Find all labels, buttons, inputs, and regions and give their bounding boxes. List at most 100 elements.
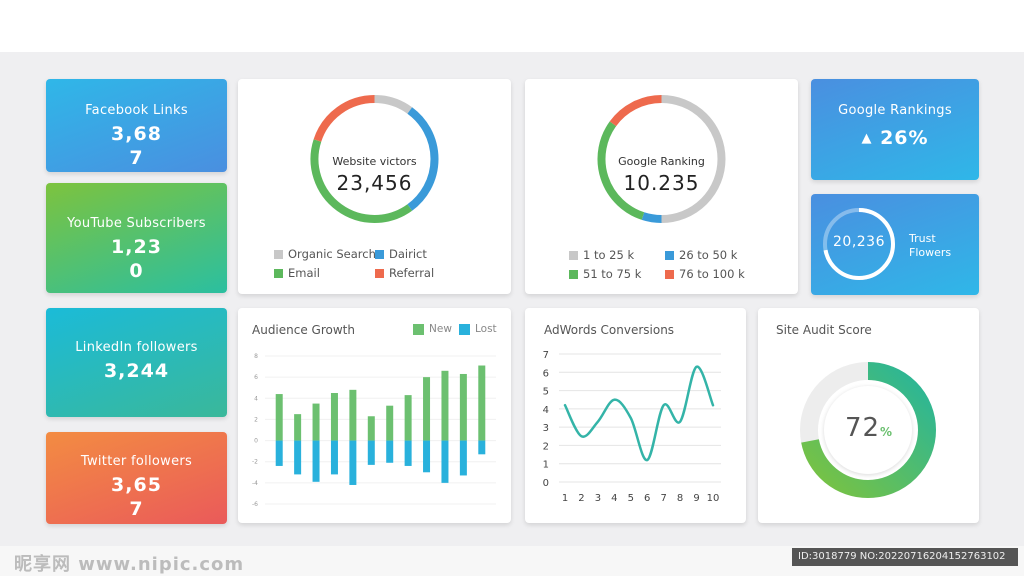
legend-swatch bbox=[665, 250, 674, 260]
x-tick-label: 8 bbox=[677, 493, 683, 504]
youtube-subscribers-value: 1,230 bbox=[111, 236, 162, 282]
youtube-subscribers-card[interactable]: YouTube Subscribers 1,230 bbox=[46, 183, 227, 293]
watermark-logo: 昵享网 www.nipic.com bbox=[14, 554, 245, 575]
x-tick-label: 2 bbox=[578, 493, 584, 504]
website-visitors-donut bbox=[310, 95, 439, 223]
legend-organic-search: Organic Search bbox=[274, 247, 376, 261]
twitter-followers-value: 3,657 bbox=[111, 474, 162, 520]
x-tick-label: 5 bbox=[628, 493, 634, 504]
site-audit-value: 72 bbox=[844, 413, 881, 443]
bar-lost bbox=[459, 440, 467, 476]
bar-lost bbox=[367, 440, 375, 465]
site-audit-gauge bbox=[800, 362, 936, 498]
bar-lost bbox=[275, 440, 283, 466]
donut-segment bbox=[374, 95, 413, 114]
site-audit-unit: % bbox=[880, 425, 893, 439]
y-tick-label: 0 bbox=[543, 478, 549, 489]
legend-swatch bbox=[274, 268, 283, 278]
y-tick-label: 1 bbox=[543, 460, 549, 471]
legend-email: Email bbox=[274, 266, 320, 280]
bar-lost bbox=[312, 440, 320, 482]
site-audit-score-card[interactable]: Site Audit Score 72% bbox=[758, 308, 979, 523]
bar-new bbox=[386, 405, 394, 441]
legend-swatch bbox=[459, 323, 470, 335]
y-tick-label: 5 bbox=[543, 387, 549, 398]
bar-new bbox=[312, 403, 320, 441]
donut-segment bbox=[661, 95, 726, 223]
y-tick-label: 8 bbox=[254, 353, 258, 360]
bar-new bbox=[330, 393, 338, 441]
conversions-line bbox=[563, 365, 715, 462]
x-tick-label: 3 bbox=[595, 493, 601, 504]
legend-swatch bbox=[375, 268, 384, 278]
bar-new bbox=[404, 395, 412, 441]
twitter-followers-card[interactable]: Twitter followers 3,657 bbox=[46, 432, 227, 524]
legend-swatch bbox=[665, 269, 674, 279]
site-audit-value-row: 72% bbox=[758, 413, 979, 443]
adwords-conversions-card[interactable]: AdWords Conversions 7 6 5 4 3 2 1 0 1 2 3 4 5 6 7 8 9 10 bbox=[525, 308, 746, 523]
x-tick-label: 10 bbox=[707, 493, 720, 504]
website-visitors-title: Website victors bbox=[332, 155, 417, 168]
trust-label-1: Trust bbox=[909, 232, 936, 245]
trust-label-2: Flowers bbox=[909, 246, 952, 259]
bar-lost bbox=[294, 440, 302, 475]
twitter-followers-label: Twitter followers bbox=[80, 454, 193, 469]
donut-segment bbox=[310, 139, 413, 223]
trust-value: 20,236 bbox=[833, 234, 885, 250]
legend-swatch bbox=[569, 269, 578, 279]
donut-segment bbox=[313, 95, 375, 142]
bar-lost bbox=[386, 440, 394, 463]
bar-new bbox=[478, 365, 486, 441]
y-tick-label: -6 bbox=[252, 501, 258, 508]
bar-lost bbox=[330, 440, 338, 475]
linkedin-followers-label: LinkedIn followers bbox=[75, 340, 198, 355]
legend-26-to-50k: 26 to 50 k bbox=[665, 248, 737, 262]
google-rankings-card[interactable]: Google Rankings ▲ 26% bbox=[811, 79, 979, 180]
bar-new bbox=[459, 373, 467, 441]
website-visitors-segments bbox=[310, 95, 439, 223]
bar-new bbox=[441, 370, 449, 441]
donut-segment bbox=[641, 212, 662, 223]
donut-segment bbox=[597, 121, 645, 220]
bar-new bbox=[275, 394, 283, 441]
legend-new: New bbox=[413, 323, 452, 335]
bar-new bbox=[349, 389, 357, 441]
google-ranking-donut bbox=[597, 95, 726, 223]
website-visitors-card[interactable]: Website victors 23,456 Organic Search Da… bbox=[238, 79, 511, 294]
google-ranking-card[interactable]: Google Ranking 10.235 1 to 25 k 26 to 50… bbox=[525, 79, 798, 294]
facebook-links-card[interactable]: Facebook Links 3,687 bbox=[46, 79, 227, 172]
y-tick-label: 2 bbox=[543, 441, 549, 452]
donut-segment bbox=[407, 107, 439, 211]
audience-growth-card[interactable]: Audience Growth New Lost 8 6 4 2 0 -2 -4 -6 bbox=[238, 308, 511, 523]
google-rankings-label: Google Rankings bbox=[838, 103, 952, 118]
google-rankings-value: 26% bbox=[880, 127, 929, 149]
audit-ring-progress bbox=[800, 362, 936, 498]
bar-lost bbox=[478, 440, 486, 455]
bar-lost bbox=[349, 440, 357, 485]
x-tick-label: 7 bbox=[660, 493, 666, 504]
audience-growth-title: Audience Growth bbox=[252, 323, 355, 337]
google-ranking-value: 10.235 bbox=[623, 171, 700, 195]
y-tick-label: 4 bbox=[543, 405, 549, 416]
y-tick-label: 7 bbox=[543, 350, 549, 361]
legend-swatch bbox=[375, 249, 384, 259]
bar-new bbox=[367, 416, 375, 441]
trust-flowers-card[interactable]: 20,236 Trust Flowers bbox=[811, 194, 979, 295]
legend-1-to-25k: 1 to 25 k bbox=[569, 248, 634, 262]
legend-51-to-75k: 51 to 75 k bbox=[569, 267, 641, 281]
y-tick-label: 4 bbox=[254, 395, 258, 402]
legend-referral: Referral bbox=[375, 266, 434, 280]
legend-dairict: Dairict bbox=[375, 247, 427, 261]
youtube-subscribers-label: YouTube Subscribers bbox=[67, 216, 206, 231]
audit-ring-center bbox=[824, 386, 912, 474]
legend-swatch bbox=[569, 250, 578, 260]
linkedin-followers-card[interactable]: LinkedIn followers 3,244 bbox=[46, 308, 227, 417]
trust-ring-progress bbox=[823, 208, 895, 280]
facebook-links-value: 3,687 bbox=[111, 123, 162, 169]
x-tick-label: 4 bbox=[611, 493, 617, 504]
bar-lost bbox=[423, 440, 431, 473]
legend-swatch bbox=[413, 323, 424, 335]
bar-lost bbox=[441, 440, 449, 483]
y-tick-label: 0 bbox=[254, 438, 258, 445]
